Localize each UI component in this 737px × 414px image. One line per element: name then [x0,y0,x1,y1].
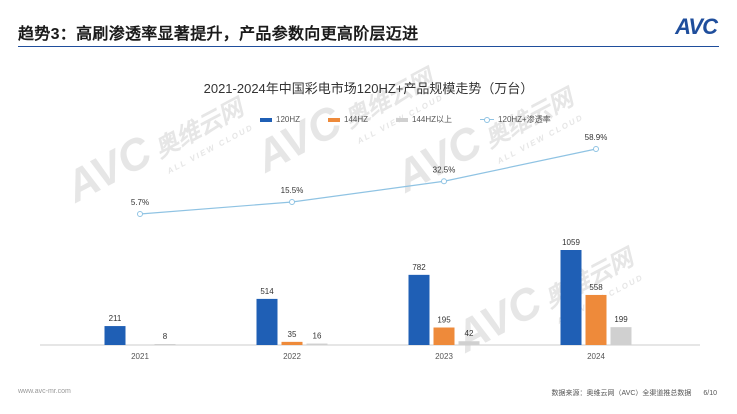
legend-item-144hz: 144HZ [328,115,368,124]
bar-144HZ-2024 [585,294,607,345]
legend-swatch-penetration [480,117,495,123]
bar-144HZ以上-2024 [610,327,632,345]
x-tick-label-2021: 2021 [131,352,149,361]
data-label-120HZ-2024: 1059 [562,238,580,247]
data-label-120HZ-2023: 782 [412,263,426,272]
penetration-point-2021 [137,211,143,217]
legend-label-120hz: 120HZ [276,115,301,124]
bar-120HZ-2023 [408,274,430,345]
legend-label-144hz: 144HZ [344,115,369,124]
penetration-line [139,148,597,215]
footer-source-text: 数据来源：奥维云网（AVC）全渠道推总数据 [551,390,692,397]
data-label-144HZ-2022: 35 [288,330,297,339]
bar-144HZ以上-2021 [154,344,176,345]
legend-label-144hz-plus: 144HZ以上 [412,115,453,124]
data-label-120HZ-2021: 211 [109,314,122,323]
penetration-label-2023: 32.5% [433,165,456,174]
footer-website: www.avc-mr.com [18,388,71,395]
x-tick-label-2023: 2023 [435,352,453,361]
legend-item-144hz-plus: 144HZ以上 [396,114,452,125]
chart-legend: 120HZ 144HZ 144HZ以上 120HZ+渗透率 [260,114,551,125]
bar-120HZ-2022 [256,298,278,345]
chart-title: 2021-2024年中国彩电市场120HZ+产品规模走势（万台） [203,81,534,96]
data-label-144HZ以上-2022: 16 [313,332,322,341]
bar-120HZ-2021 [104,326,126,345]
penetration-point-2024 [593,146,599,152]
bar-144HZ以上-2023 [458,341,480,345]
bar-144HZ-2022 [281,341,303,345]
penetration-point-2023 [441,178,447,185]
legend-swatch-144hz-plus [396,117,409,122]
legend-swatch-120hz [260,117,272,122]
legend-item-penetration: 120HZ+渗透率 [480,114,551,125]
bar-144HZ以上-2022 [306,343,328,345]
data-label-144HZ以上-2024: 199 [614,315,628,324]
page-title: 趋势3：高刷渗透率显著提升，产品参数向更高阶层迈进 [18,26,419,43]
data-label-144HZ以上-2021: 8 [163,332,168,341]
legend-item-120hz: 120HZ [260,115,300,124]
penetration-label-2021: 5.7% [131,198,149,207]
bar-144HZ-2023 [433,327,455,345]
x-tick-label-2022: 2022 [283,352,301,361]
header-divider [18,46,719,47]
legend-swatch-144hz [328,117,341,122]
penetration-point-2022 [289,199,295,206]
data-label-120HZ-2022: 514 [260,287,274,296]
avc-logo: AVC [675,14,718,39]
data-label-144HZ以上-2023: 42 [465,329,474,338]
x-tick-label-2024: 2024 [587,352,605,361]
penetration-label-2024: 58.9% [585,133,608,142]
data-label-144HZ-2024: 558 [589,283,603,292]
penetration-label-2022: 15.5% [281,186,304,195]
footer-source: 数据来源：奥维云网（AVC）全渠道推总数据 6/10 [542,388,717,398]
bar-120HZ-2024 [560,250,582,345]
legend-label-penetration: 120HZ+渗透率 [498,115,551,124]
data-label-144HZ-2023: 195 [437,316,451,325]
footer-page-number: 6/10 [703,390,717,397]
